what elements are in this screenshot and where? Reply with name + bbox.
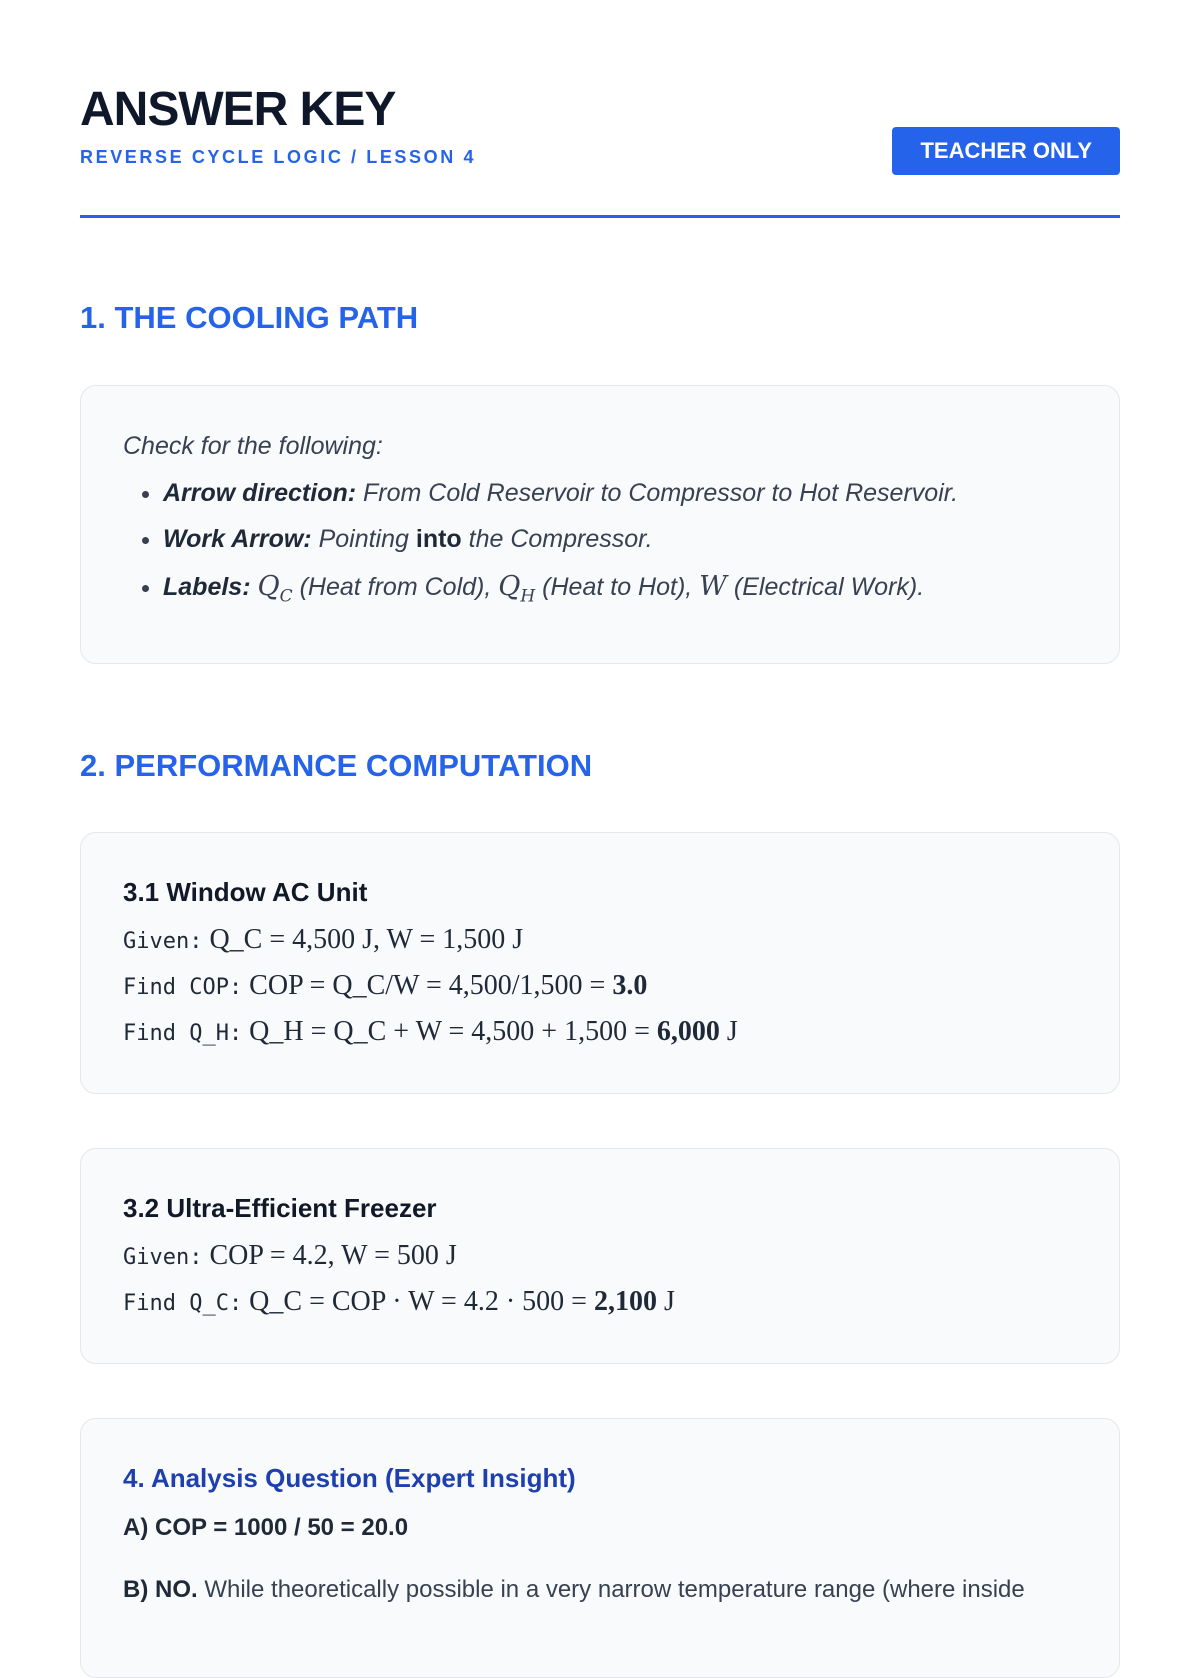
cooling-path-card: Check for the following: Arrow direction…	[80, 385, 1120, 664]
given-line: Given: COP = 4.2, W = 500 J	[123, 1240, 457, 1271]
list-item: Labels: QC (Heat from Cold), QH (Heat to…	[163, 571, 1077, 606]
header: ANSWER KEY REVERSE CYCLE LOGIC / LESSON …	[80, 82, 1120, 218]
analysis-title: 4. Analysis Question (Expert Insight)	[123, 1463, 576, 1493]
problem-title: 3.2 Ultra-Efficient Freezer	[123, 1193, 437, 1223]
qh-line: Find Q_H: Q_H = Q_C + W = 4,500 + 1,500 …	[123, 1016, 738, 1047]
section-1-heading: 1. THE COOLING PATH	[80, 300, 419, 335]
problem-title: 3.1 Window AC Unit	[123, 877, 368, 907]
list-item: Arrow direction: From Cold Reservoir to …	[163, 479, 1077, 508]
analysis-card: 4. Analysis Question (Expert Insight) A)…	[80, 1418, 1120, 1678]
intro-text: Check for the following:	[123, 432, 383, 460]
page-title: ANSWER KEY	[80, 83, 396, 136]
checklist: Arrow direction: From Cold Reservoir to …	[123, 479, 1077, 606]
answer-a: A) COP = 1000 / 50 = 20.0	[123, 1514, 409, 1541]
problem-3-1-card: 3.1 Window AC Unit Given: Q_C = 4,500 J,…	[80, 832, 1120, 1094]
section-2-heading: 2. PERFORMANCE COMPUTATION	[80, 748, 593, 783]
answer-b: B) NO. While theoretically possible in a…	[123, 1576, 1025, 1603]
problem-3-2-card: 3.2 Ultra-Efficient Freezer Given: COP =…	[80, 1148, 1120, 1364]
given-line: Given: Q_C = 4,500 J, W = 1,500 J	[123, 924, 524, 955]
page-subtitle: REVERSE CYCLE LOGIC / LESSON 4	[80, 147, 477, 167]
teacher-only-badge: TEACHER ONLY	[892, 127, 1120, 175]
qc-line: Find Q_C: Q_C = COP · W = 4.2 · 500 = 2,…	[123, 1286, 675, 1317]
list-item: Work Arrow: Pointing into the Compressor…	[163, 525, 1077, 554]
cop-line: Find COP: COP = Q_C/W = 4,500/1,500 = 3.…	[123, 970, 648, 1001]
